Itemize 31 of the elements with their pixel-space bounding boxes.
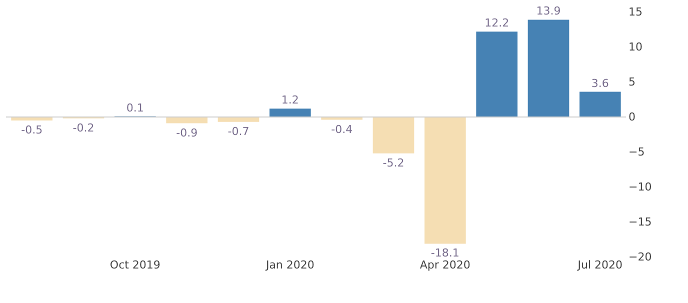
data-label: -18.1 [430, 246, 460, 260]
y-tick-label: −15 [628, 216, 652, 228]
data-label: -0.7 [228, 124, 250, 138]
data-label: 3.6 [591, 76, 609, 90]
data-label: -0.4 [331, 122, 353, 136]
y-tick-label: 10 [628, 40, 642, 54]
y-tick-label: 0 [628, 110, 636, 124]
y-tick-label: −10 [628, 180, 652, 194]
x-tick-label: Jan 2020 [264, 258, 314, 272]
bar [580, 92, 621, 117]
data-label: -0.5 [21, 124, 43, 136]
data-label: 12.2 [484, 16, 510, 30]
y-tick-label: −5 [628, 146, 645, 158]
data-label: 0.1 [126, 101, 144, 114]
bar [372, 117, 414, 154]
data-label: -0.9 [176, 126, 198, 140]
bar [424, 117, 466, 244]
data-label: 1.2 [281, 94, 299, 107]
bar [476, 32, 518, 117]
data-label: -5.2 [382, 156, 404, 170]
data-label: -0.2 [72, 121, 94, 134]
y-tick-label: 5 [628, 76, 636, 88]
x-tick-label: Oct 2019 [110, 258, 160, 272]
bar [528, 20, 570, 117]
x-tick-label: Apr 2020 [420, 258, 470, 272]
bar [270, 108, 311, 117]
y-tick-label: 15 [628, 6, 642, 18]
x-tick-label: Jul 2020 [576, 258, 623, 272]
y-tick-label: −20 [628, 250, 652, 264]
data-label: 13.9 [536, 4, 561, 18]
bar [166, 117, 208, 124]
